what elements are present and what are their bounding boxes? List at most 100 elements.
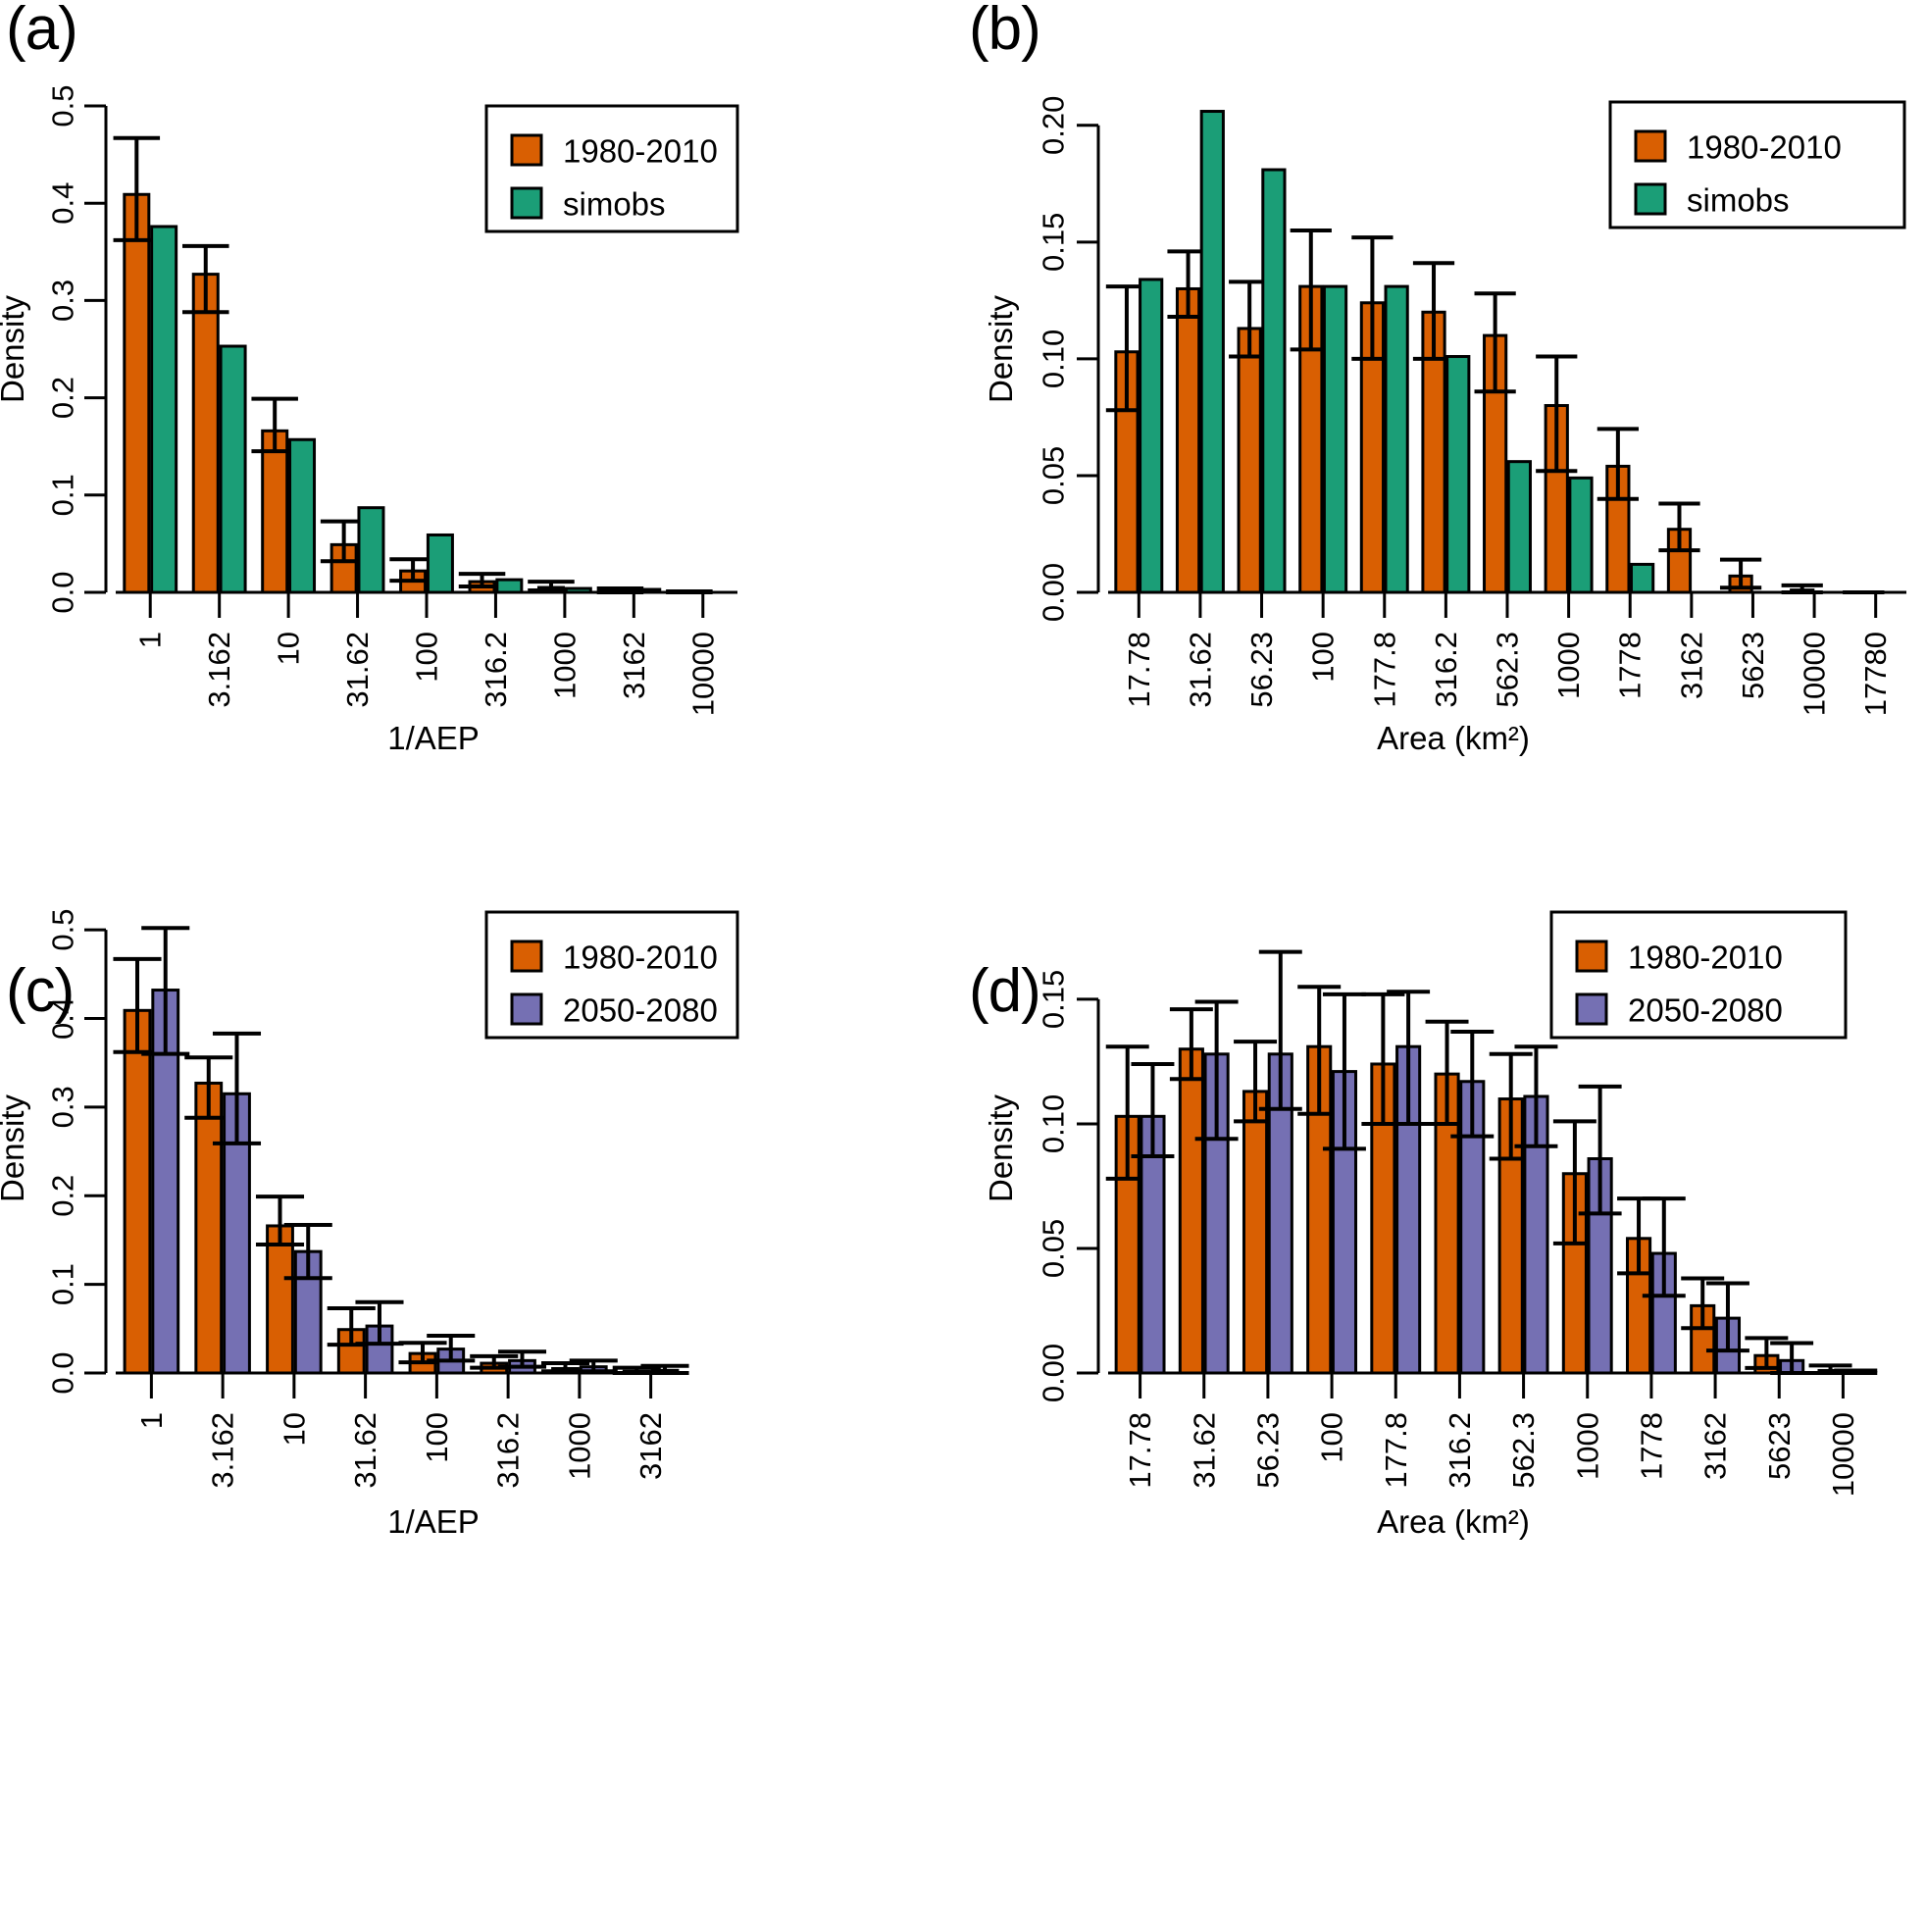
panel-b-plot: 0.00 0.05 0.10 0.15 0.20 Density 17.78 31.62 56.… (963, 0, 1926, 966)
bar (329, 542, 358, 594)
x-tick-label: 10 (277, 1412, 311, 1446)
error-bar (1642, 1196, 1686, 1298)
x-tick-label: 316.2 (479, 632, 513, 708)
legend: 1980-2010 2050-2080 (1549, 910, 1848, 1040)
bar (1175, 286, 1201, 594)
y-tick-label: 0.1 (46, 474, 80, 516)
bar (191, 273, 220, 594)
x-tick-label: 1000 (547, 632, 582, 699)
x-tick-label: 17780 (1858, 632, 1893, 716)
panel-a-plot: 0.0 0.1 0.2 0.3 0.4 0.5 Density 1 3.162 10 31.62 10… (0, 0, 963, 966)
x-tick-label: 100 (1306, 632, 1341, 683)
bar (426, 533, 454, 594)
legend-label: simobs (1687, 182, 1790, 219)
panel-c-plot: 0.0 0.1 0.2 0.3 0.4 0.5 Density 1 3.162 10 31.62 10… (0, 909, 963, 1932)
bar (123, 1008, 152, 1375)
x-tick-label: 10000 (1826, 1412, 1860, 1497)
error-bar (1705, 1281, 1749, 1353)
x-tick-label: 3162 (1698, 1412, 1733, 1480)
x-tick-label: 5623 (1762, 1412, 1797, 1480)
bar (1322, 284, 1348, 594)
bars-group (1105, 110, 1885, 594)
panel-c-label: (c) (6, 957, 75, 1025)
bar (288, 437, 317, 594)
x-tick-label: 10000 (685, 632, 720, 716)
y-tick-label: 0.15 (1037, 213, 1071, 272)
error-bar (1597, 427, 1639, 501)
y-tick-label: 0.05 (1037, 446, 1071, 505)
error-bar (181, 243, 229, 315)
legend-label: 1980-2010 (563, 133, 718, 170)
x-ticks: 17.78 31.62 56.23 100 177.8 316.2 562.3 1000 177… (1123, 1373, 1860, 1497)
error-bar (427, 1334, 476, 1363)
error-bar (497, 1349, 547, 1369)
error-bar (212, 1031, 262, 1145)
y-tick-label: 0.10 (1037, 1094, 1071, 1153)
x-tick-label: 100 (410, 632, 444, 683)
y-axis: 0.00 0.05 0.10 0.15 (1037, 970, 1100, 1402)
legend-swatch (1575, 992, 1608, 1026)
panel-b-label: (b) (969, 0, 1041, 63)
y-tick-label: 0.5 (46, 909, 80, 951)
bar (1242, 1090, 1269, 1375)
bar (495, 578, 524, 594)
x-tick-label: 1 (134, 1412, 169, 1429)
error-bar (283, 1223, 332, 1281)
x-tick-label: 1000 (562, 1412, 596, 1480)
legend-swatch (510, 133, 543, 167)
y-tick-label: 0.0 (46, 1351, 80, 1394)
y-axis: 0.0 0.1 0.2 0.3 0.4 0.5 (46, 84, 108, 614)
x-tick-label: 3162 (1674, 632, 1708, 699)
bar (634, 587, 662, 594)
x-tick-label: 1000 (1570, 1412, 1604, 1480)
bars-group (113, 926, 689, 1375)
error-bar (1131, 1061, 1175, 1158)
y-tick-label: 0.00 (1037, 563, 1071, 622)
x-tick-label: 1 (133, 632, 168, 648)
x-tick-label: 316.2 (491, 1412, 526, 1489)
y-tick-label: 0.5 (46, 84, 80, 127)
error-bar (1658, 501, 1700, 553)
bar (123, 192, 151, 594)
legend-label: 1980-2010 (1628, 940, 1783, 976)
x-ticks: 1 3.162 10 31.62 100 316.2 1000 3162 10000 (133, 592, 720, 716)
x-tick-label: 10000 (1798, 632, 1832, 716)
panel-d-plot: 0.00 0.05 0.10 0.15 Density 17.78 31.62 56.23 10… (963, 910, 1926, 1932)
y-axis: 0.00 0.05 0.10 0.15 0.20 (1037, 96, 1100, 622)
x-tick-label: 316.2 (1429, 632, 1463, 708)
y-tick-label: 0.2 (46, 1175, 80, 1217)
chart-svg-b: 0.00 0.05 0.10 0.15 0.20 Density 17.78 31.62 56.… (983, 96, 1906, 756)
error-bar (113, 135, 161, 242)
legend-label: 2050-2080 (563, 992, 718, 1029)
bar (1384, 284, 1409, 594)
x-axis-title: Area (km²) (1377, 1503, 1530, 1540)
series-2 (1131, 949, 1878, 1375)
error-bar (141, 926, 190, 1056)
error-bar (1536, 354, 1578, 474)
x-tick-label: 1778 (1634, 1412, 1668, 1480)
x-tick-label: 177.8 (1379, 1412, 1413, 1489)
legend: 1980-2010 simobs (1608, 100, 1906, 229)
bar (1237, 327, 1262, 594)
x-tick-label: 31.62 (340, 632, 375, 708)
y-tick-label: 0.3 (46, 280, 80, 322)
error-bar (1322, 991, 1366, 1151)
error-bar (666, 589, 713, 594)
bars-group (1105, 949, 1878, 1375)
y-tick-label: 0.4 (46, 997, 80, 1040)
x-tick-label: 31.62 (1183, 632, 1217, 708)
x-tick-label: 177.8 (1367, 632, 1401, 708)
error-bar (1387, 990, 1431, 1126)
bar (1199, 110, 1225, 594)
y-tick-label: 0.0 (46, 571, 80, 613)
x-tick-label: 562.3 (1506, 1412, 1541, 1489)
bar (357, 506, 385, 594)
bar (1629, 562, 1655, 594)
panel-d-label: (d) (969, 957, 1041, 1025)
bar (1261, 168, 1287, 594)
error-bar (1450, 1029, 1495, 1139)
bar (564, 586, 592, 594)
bar (261, 429, 289, 594)
bar (1178, 1047, 1204, 1375)
series-2 (1139, 110, 1655, 594)
